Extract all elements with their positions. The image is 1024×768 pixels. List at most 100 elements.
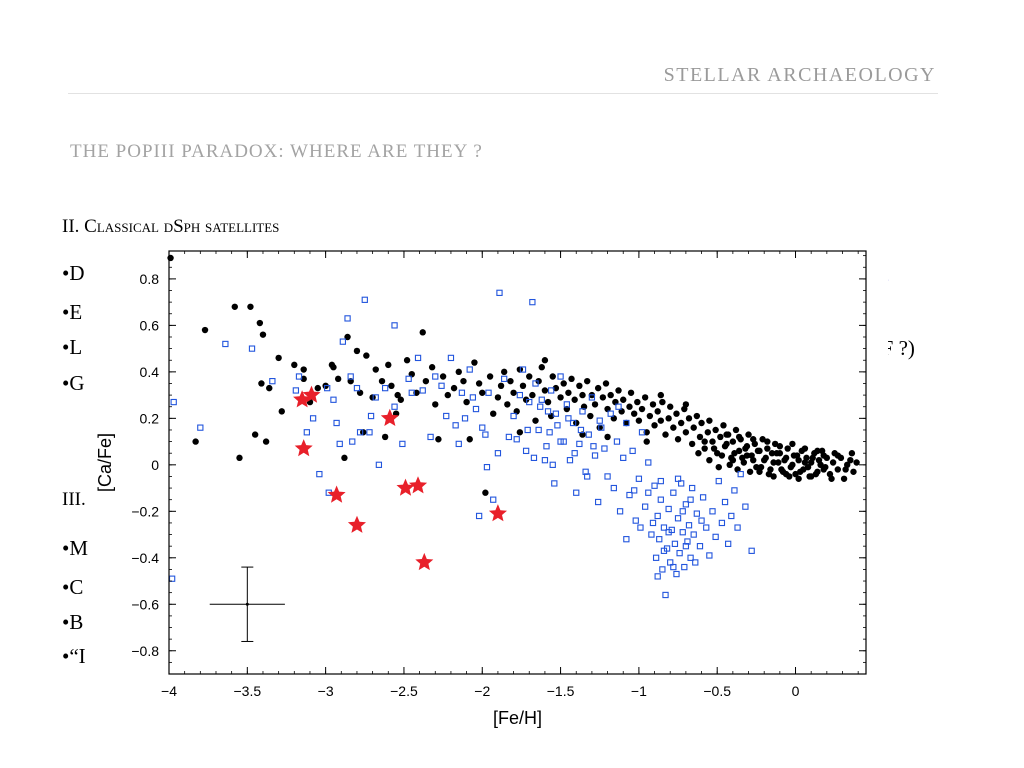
x-tick-label: −2.5 [390, 683, 418, 699]
data-point-circle [394, 391, 401, 399]
error-bar [209, 566, 285, 642]
data-point-circle [756, 468, 763, 475]
data-point-circle [620, 396, 627, 403]
data-point-square [447, 354, 455, 362]
data-point-square [490, 496, 497, 503]
bullet-fragment: •L [62, 335, 83, 359]
data-point-square [734, 524, 741, 531]
data-point-square [652, 554, 660, 561]
data-point-circle [571, 396, 578, 403]
data-point-square [623, 536, 630, 543]
data-point-circle [328, 361, 336, 369]
data-point-circle [828, 475, 835, 482]
data-point-circle [651, 422, 658, 429]
data-point-circle [236, 454, 243, 462]
data-point-circle [834, 466, 842, 473]
data-point-circle [482, 489, 489, 496]
data-point-square [598, 424, 605, 431]
y-tick-label: 0 [151, 457, 159, 473]
data-point-square [361, 296, 368, 303]
data-point-square [443, 412, 450, 420]
data-point-square [588, 394, 596, 401]
data-point-square [631, 487, 638, 494]
data-point-circle [385, 361, 392, 369]
data-point-square [269, 378, 276, 385]
data-point-square [324, 384, 331, 392]
data-point-circle [602, 380, 610, 387]
data-point-square [674, 515, 682, 522]
data-point-square [698, 517, 705, 524]
data-point-circle [486, 373, 494, 380]
data-point-square [709, 508, 716, 515]
data-point-circle [516, 429, 524, 436]
data-point-circle [742, 445, 749, 452]
data-point-square [372, 394, 379, 401]
data-point-star [302, 385, 321, 403]
data-point-square [501, 375, 508, 382]
data-point-circle [549, 373, 556, 380]
data-point-square [571, 450, 578, 457]
data-point-circle [696, 433, 704, 441]
data-point-square [615, 403, 622, 410]
data-point-circle [770, 473, 777, 480]
data-point-square [715, 477, 722, 485]
header-divider [68, 93, 938, 94]
data-point-circle [670, 424, 677, 431]
data-point-circle [455, 368, 462, 376]
data-point-circle [768, 450, 776, 457]
data-point-square [737, 470, 744, 478]
data-point-square [616, 508, 624, 515]
data-point-square [339, 338, 347, 345]
data-point-circle [541, 357, 549, 364]
data-point-circle [789, 461, 796, 469]
data-point-square [692, 559, 699, 566]
data-point-square [333, 419, 340, 427]
data-point-circle [778, 466, 785, 473]
bullet-fragment: •M [62, 536, 89, 560]
data-point-circle [538, 364, 545, 371]
data-point-circle [712, 426, 719, 434]
data-point-square [552, 410, 560, 417]
data-point-circle [300, 366, 307, 373]
data-point-circle [494, 394, 502, 401]
data-point-circle [753, 463, 760, 471]
data-point-circle [657, 417, 665, 424]
data-point-circle [444, 391, 451, 399]
data-point-circle [599, 394, 607, 401]
data-point-circle [450, 384, 458, 392]
data-point-square [665, 529, 672, 536]
bullet-fragment: •D [62, 261, 85, 285]
section-heading-classical-dsph: II. Classical dSph satellites [62, 216, 280, 237]
data-point-square [629, 447, 636, 455]
data-point-square [532, 380, 539, 387]
data-point-circle [853, 459, 860, 466]
data-point-square [596, 417, 603, 424]
data-point-square [610, 484, 617, 492]
data-point-square [657, 496, 664, 503]
data-point-circle [789, 440, 796, 448]
data-point-square [687, 554, 694, 561]
data-point-circle [801, 445, 809, 452]
data-point-circle [847, 456, 854, 464]
data-point-circle [641, 394, 649, 401]
data-point-circle [840, 475, 848, 482]
data-point-star [409, 476, 428, 494]
data-point-star [294, 439, 313, 457]
data-point-square [696, 543, 704, 550]
data-point-circle [770, 459, 777, 466]
data-point-square [712, 533, 719, 541]
data-point-square [679, 529, 686, 536]
data-point-square [673, 570, 680, 578]
data-point-square [419, 387, 426, 394]
y-tick-label: −0.8 [131, 643, 159, 659]
data-point-circle [266, 384, 273, 392]
bullet-fragment: •G [62, 371, 85, 395]
data-point-square [573, 489, 580, 496]
data-point-circle [201, 326, 209, 334]
data-point-circle [643, 438, 650, 445]
data-point-square [681, 563, 688, 571]
data-point-square [549, 461, 556, 468]
data-point-square [356, 429, 364, 436]
data-point-circle [649, 401, 657, 408]
data-point-square [728, 512, 735, 520]
